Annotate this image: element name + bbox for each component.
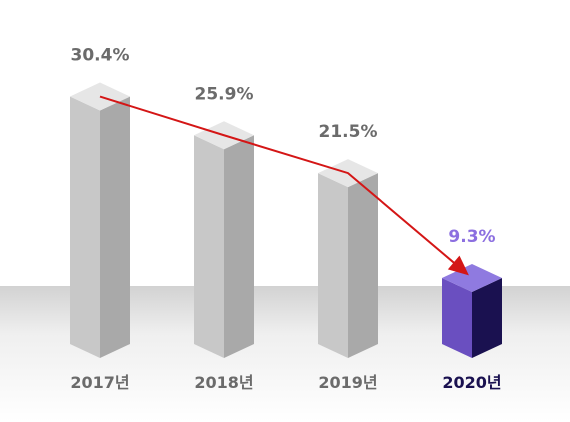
category-tick-label: 2017년	[70, 373, 129, 392]
trend-line	[99, 95, 456, 265]
bar-4	[442, 264, 502, 358]
trend-layer	[99, 95, 469, 276]
bar-front-face	[442, 278, 472, 358]
labels-layer: 30.4% 2017년 25.9% 2018년 21.5% 2019년 9.3% 2020년	[70, 46, 501, 392]
data-label: 21.5%	[319, 122, 378, 142]
bar-front-face	[318, 173, 348, 358]
bar-side-face	[100, 96, 130, 358]
data-label: 30.4%	[71, 46, 130, 66]
bar-side-face	[348, 173, 378, 358]
bar-side-face	[472, 278, 502, 358]
category-tick-label: 2020년	[442, 373, 501, 392]
data-label: 9.3%	[448, 227, 495, 247]
data-label: 25.9%	[195, 84, 254, 104]
bar-side-face	[224, 135, 254, 358]
bar-2	[194, 121, 254, 358]
trend-arrowhead	[447, 255, 469, 276]
category-tick-label: 2019년	[318, 373, 377, 392]
bar-front-face	[194, 135, 224, 358]
bar-1	[70, 82, 130, 358]
bars-layer	[70, 82, 502, 358]
bar-3	[318, 159, 378, 358]
category-tick-label: 2018년	[194, 373, 253, 392]
bar-front-face	[70, 96, 100, 358]
